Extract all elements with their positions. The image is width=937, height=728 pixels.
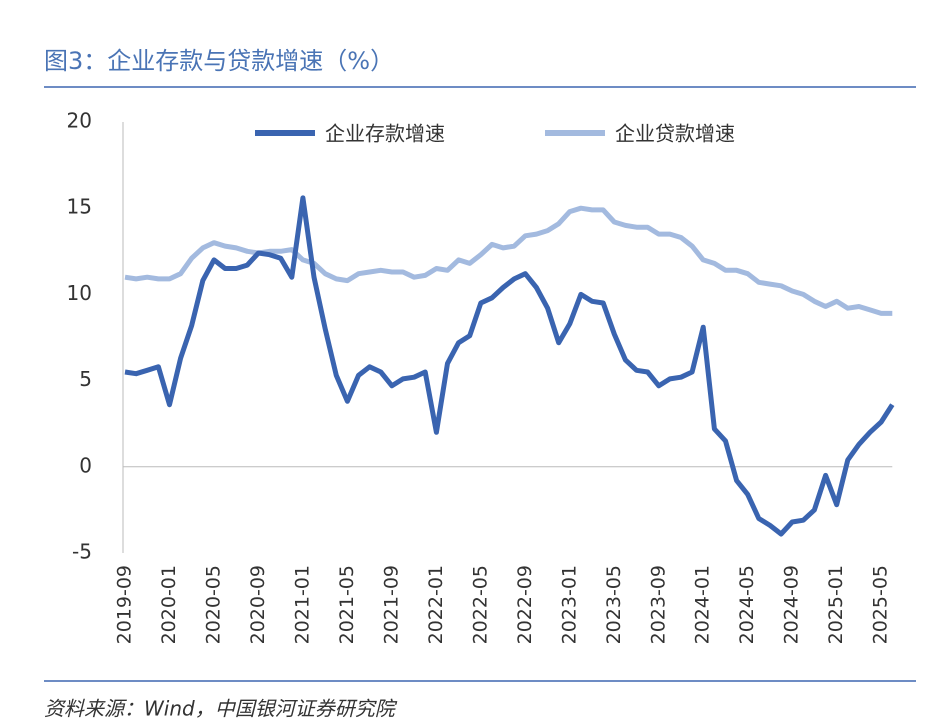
legend-label: 企业贷款增速 <box>615 122 735 146</box>
y-tick-label: 0 <box>79 453 92 477</box>
x-tick-label: 2025-05 <box>870 565 892 644</box>
x-tick-label: 2023-01 <box>558 565 580 644</box>
series-line <box>124 205 893 316</box>
x-tick-label: 2020-01 <box>158 565 180 644</box>
x-tick-label: 2025-01 <box>825 565 847 644</box>
x-tick-label: 2023-05 <box>603 565 625 644</box>
x-tick-label: 2020-05 <box>202 565 224 644</box>
y-tick-label: 15 <box>67 195 92 219</box>
x-tick-label: 2020-09 <box>247 565 269 644</box>
x-tick-label: 2024-09 <box>781 565 803 644</box>
x-tick-label: 2022-01 <box>425 565 447 644</box>
x-tick-label: 2022-09 <box>514 565 536 644</box>
y-tick-label: 20 <box>67 109 92 133</box>
y-tick-label: 5 <box>79 367 92 391</box>
y-tick-label: 10 <box>67 281 92 305</box>
x-tick-label: 2021-05 <box>336 565 358 644</box>
x-tick-label: 2021-01 <box>291 565 313 644</box>
x-tick-label: 2024-05 <box>736 565 758 644</box>
x-tick-label: 2019-09 <box>114 565 136 644</box>
series-line <box>124 195 895 537</box>
x-tick-label: 2023-09 <box>647 565 669 644</box>
source-note: 资料来源：Wind，中国银河证券研究院 <box>44 697 398 721</box>
chart-title: 图3：企业存款与贷款增速（%） <box>44 47 394 75</box>
legend-label: 企业存款增速 <box>325 122 445 146</box>
x-tick-label: 2024-01 <box>692 565 714 644</box>
x-tick-label: 2021-09 <box>380 565 402 644</box>
x-tick-label: 2022-05 <box>469 565 491 644</box>
y-tick-label: -5 <box>72 540 92 564</box>
